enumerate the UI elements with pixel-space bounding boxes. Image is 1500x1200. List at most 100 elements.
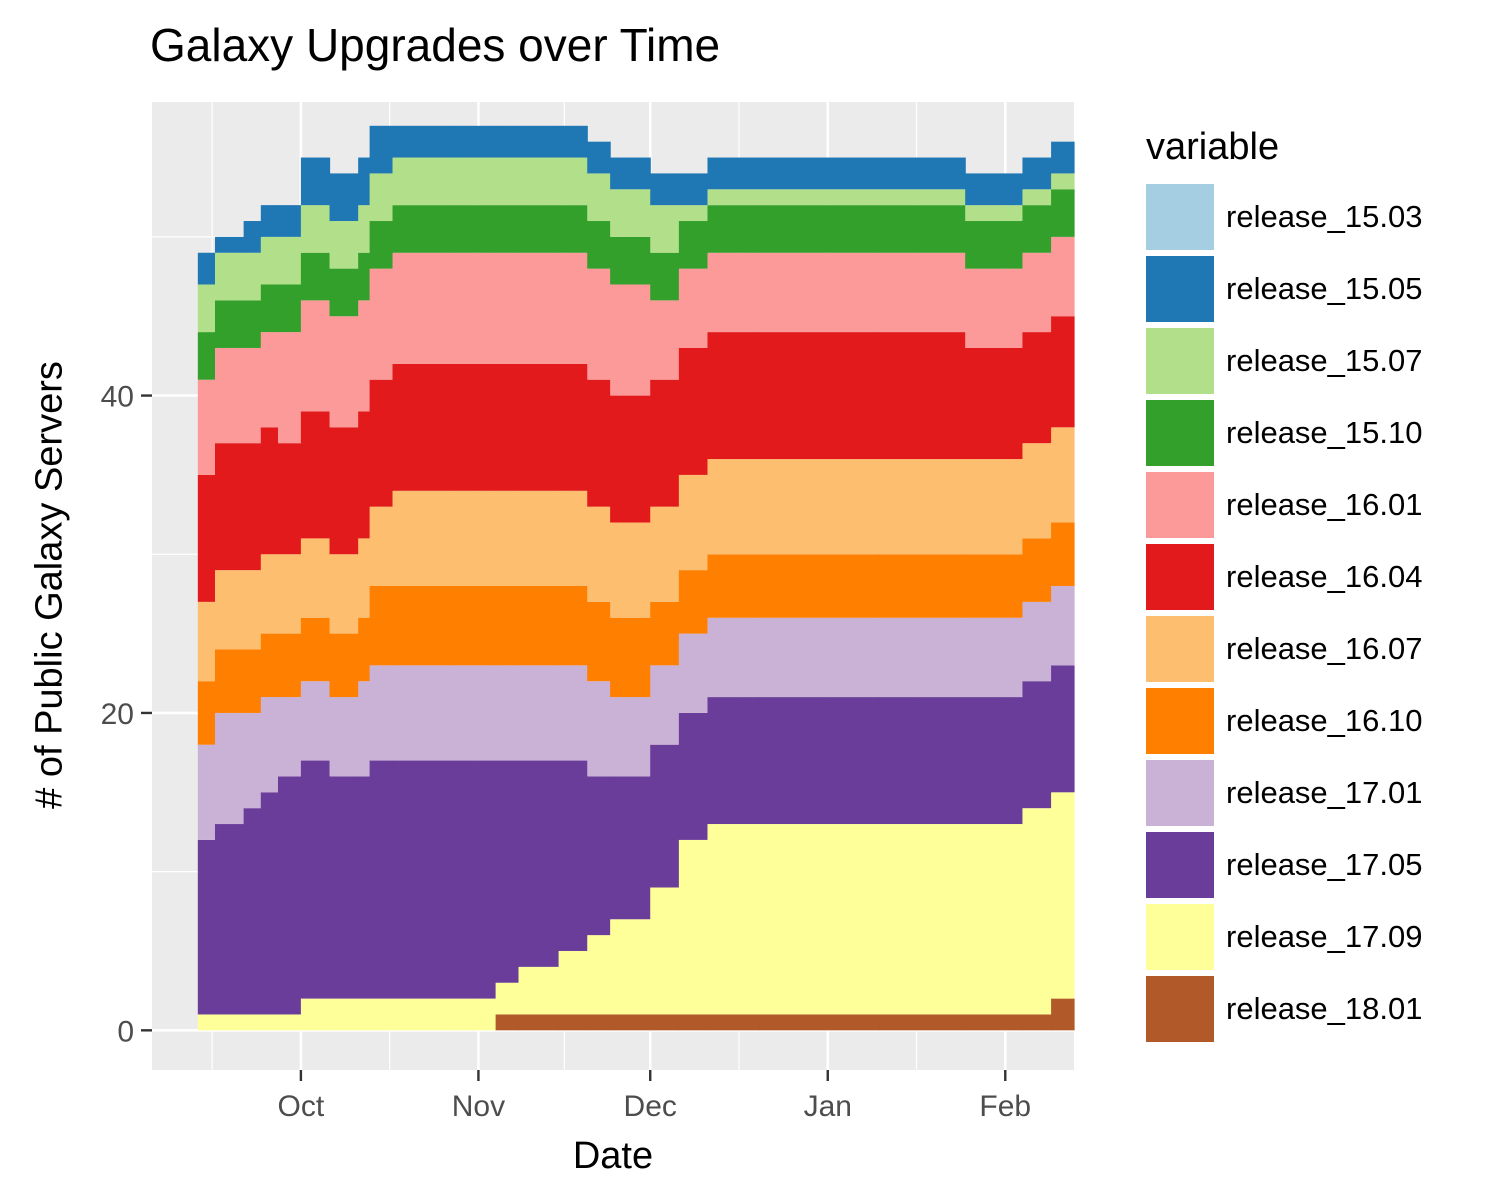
area-segment-release_18.01 <box>707 1014 760 1031</box>
area-segment-release_17.05 <box>518 760 560 967</box>
legend-item: release_15.03 <box>1146 181 1423 253</box>
area-segment-release_17.01 <box>277 697 302 777</box>
area-segment-release_16.07 <box>965 459 1024 555</box>
area-segment-release_16.07 <box>358 538 371 618</box>
area-segment-release_17.09 <box>558 950 588 1015</box>
area-segment-release_17.05 <box>449 760 497 999</box>
area-segment-release_16.04 <box>495 363 520 491</box>
area-segment-release_15.10 <box>197 332 216 380</box>
area-segment-release_15.10 <box>678 221 709 269</box>
area-segment-release_16.10 <box>1051 522 1075 586</box>
area-segment-release_15.05 <box>1051 141 1075 174</box>
legend-key <box>1146 472 1214 538</box>
area-segment-release_17.05 <box>759 697 880 825</box>
area-segment-release_17.01 <box>214 712 245 825</box>
area-segment-release_16.04 <box>1022 332 1052 444</box>
area-segment-release_15.05 <box>759 157 880 190</box>
area-segment-release_17.05 <box>243 808 262 1015</box>
area-segment-release_15.07 <box>558 157 588 206</box>
area-segment-release_16.04 <box>260 427 279 555</box>
chart-title: Galaxy Upgrades over Time <box>150 19 721 71</box>
area-segment-release_17.05 <box>358 776 371 999</box>
area-segment-release_15.10 <box>260 284 279 333</box>
area-segment-release_15.10 <box>495 205 520 253</box>
area-segment-release_17.05 <box>558 760 588 951</box>
area-segment-release_17.01 <box>1022 601 1052 682</box>
area-segment-release_15.07 <box>369 173 394 222</box>
legend-label: release_18.01 <box>1226 991 1423 1026</box>
area-segment-release_16.10 <box>587 601 611 682</box>
area-segment-release_16.01 <box>260 332 279 428</box>
area-segment-release_15.10 <box>707 205 760 253</box>
area-segment-release_16.10 <box>879 554 966 618</box>
area-segment-release_16.07 <box>197 601 216 682</box>
area-segment-release_17.09 <box>300 998 331 1031</box>
area-segment-release_15.07 <box>1022 189 1052 206</box>
area-segment-release_15.10 <box>879 205 966 253</box>
area-segment-release_17.05 <box>879 697 966 825</box>
legend-label: release_16.04 <box>1226 559 1423 594</box>
area-segment-release_17.09 <box>277 1014 302 1031</box>
area-segment-release_16.10 <box>678 570 709 634</box>
area-segment-release_17.09 <box>650 887 680 1015</box>
area-segment-release_15.10 <box>759 205 880 253</box>
area-segment-release_15.10 <box>587 221 611 269</box>
y-tick-label: 0 <box>117 1015 134 1048</box>
area-segment-release_16.04 <box>243 443 262 571</box>
area-segment-release_18.01 <box>879 1014 966 1031</box>
area-segment-release_15.10 <box>277 284 302 333</box>
area-segment-release_16.01 <box>518 252 560 364</box>
area-segment-release_16.10 <box>358 617 371 682</box>
area-segment-release_17.09 <box>678 839 709 1015</box>
area-segment-release_17.05 <box>610 776 651 920</box>
area-segment-release_15.07 <box>707 189 760 206</box>
area-segment-release_15.05 <box>300 157 331 206</box>
area-segment-release_15.07 <box>587 173 611 222</box>
area-segment-release_15.05 <box>879 157 966 190</box>
x-tick-label: Oct <box>278 1090 325 1123</box>
area-segment-release_17.09 <box>358 998 371 1031</box>
area-segment-release_16.01 <box>587 268 611 380</box>
area-segment-release_15.05 <box>277 205 302 237</box>
area-segment-release_16.07 <box>650 506 680 602</box>
area-segment-release_15.05 <box>358 157 371 206</box>
legend-key <box>1146 832 1214 898</box>
area-segment-release_15.07 <box>759 189 880 206</box>
area-segment-release_16.04 <box>518 363 560 491</box>
area-segment-release_16.01 <box>965 268 1024 348</box>
area-segment-release_17.09 <box>759 824 880 1015</box>
area-segment-release_15.05 <box>707 157 760 190</box>
area-segment-release_16.07 <box>495 490 520 586</box>
legend-item: release_17.05 <box>1146 829 1423 901</box>
legend-items: release_15.03 release_15.05 release_15.07 r… <box>1146 181 1423 1045</box>
area-segment-release_17.01 <box>358 681 371 777</box>
legend-key <box>1146 256 1214 322</box>
area-segment-release_17.09 <box>610 919 651 1015</box>
area-segment-release_18.01 <box>610 1014 651 1031</box>
x-tick-label: Feb <box>979 1090 1031 1123</box>
area-segment-release_16.10 <box>965 554 1024 618</box>
y-axis-title: # of Public Galaxy Servers <box>28 361 71 809</box>
legend-item: release_17.09 <box>1146 901 1423 973</box>
area-segment-release_17.05 <box>650 744 680 888</box>
area-segment-release_16.10 <box>759 554 880 618</box>
area-segment-release_16.10 <box>449 586 497 666</box>
area-segment-release_17.09 <box>965 824 1024 1015</box>
area-segment-release_15.10 <box>610 236 651 285</box>
area-segment-release_17.01 <box>650 665 680 745</box>
area-segment-release_17.09 <box>1051 792 1075 999</box>
area-segment-release_18.01 <box>759 1014 880 1031</box>
area-segment-release_16.04 <box>300 411 331 539</box>
area-segment-release_17.01 <box>518 665 560 761</box>
area-segment-release_17.01 <box>678 633 709 713</box>
legend-item: release_17.01 <box>1146 757 1423 829</box>
area-segment-release_17.01 <box>1051 586 1075 666</box>
legend-label: release_17.09 <box>1226 919 1423 954</box>
area-segment-release_16.01 <box>879 252 966 333</box>
area-segment-release_16.01 <box>197 379 216 475</box>
area-segment-release_18.01 <box>587 1014 611 1031</box>
x-tick-label: Dec <box>624 1090 677 1123</box>
area-segment-release_17.01 <box>369 665 394 761</box>
area-segment-release_18.01 <box>495 1014 520 1031</box>
area-segment-release_17.05 <box>707 697 760 825</box>
